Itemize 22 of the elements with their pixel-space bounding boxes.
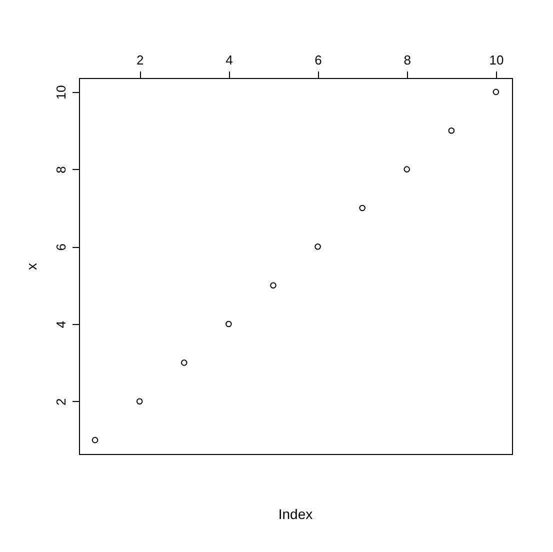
point bbox=[448, 127, 455, 134]
point bbox=[92, 436, 98, 444]
point bbox=[492, 88, 500, 96]
point bbox=[136, 398, 143, 405]
y-tick-label: 4 bbox=[54, 320, 68, 328]
x-tick-label: 4 bbox=[226, 52, 233, 68]
x-tick-label: 6 bbox=[314, 52, 322, 68]
y-tick-label: 6 bbox=[54, 244, 68, 251]
x-tick-label: 8 bbox=[404, 52, 411, 68]
x-tick-label: 10 bbox=[489, 52, 504, 68]
y-axis-title: x bbox=[24, 263, 40, 270]
point bbox=[226, 320, 232, 328]
point bbox=[314, 244, 321, 250]
point bbox=[180, 360, 188, 366]
point bbox=[359, 204, 366, 212]
y-tick-label: 10 bbox=[54, 85, 68, 100]
point bbox=[270, 282, 276, 288]
point bbox=[404, 166, 410, 172]
x-tick-label: 2 bbox=[136, 52, 144, 68]
y-tick-label: 8 bbox=[54, 166, 68, 174]
x-axis-title: Index bbox=[278, 506, 313, 522]
y-tick-label: 2 bbox=[54, 398, 68, 406]
